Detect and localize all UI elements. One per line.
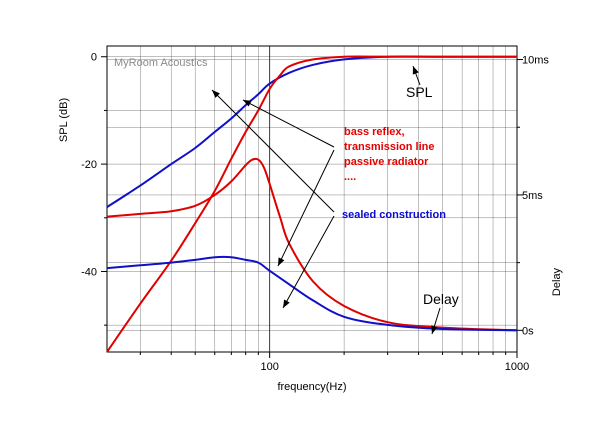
annotation-arrows [211, 65, 441, 335]
delay-tick-label: 0s [522, 325, 534, 337]
delay-axis-label: Delay [551, 267, 563, 296]
annotation-reflex-line-1: bass reflex, [344, 126, 405, 138]
spl-tick-labels: 0 -20 -40 [81, 52, 97, 279]
arrow-delay-head [431, 325, 438, 334]
delay-tick-labels: 0s 5ms 10ms [522, 55, 549, 338]
curve-spl_sealed [106, 55, 517, 208]
delay-tick-label: 10ms [522, 55, 549, 67]
annotation-spl: SPL [406, 84, 433, 100]
annotation-reflex-line-3: passive radiator [344, 156, 429, 168]
annotation-sealed: sealed construction [342, 209, 446, 221]
delay-tick-label: 5ms [522, 190, 543, 202]
arrow-reflex-delay [277, 149, 335, 267]
arrow-reflex-spl-head [243, 100, 252, 107]
plot-frame [106, 45, 518, 353]
spl-tick-label: 0 [91, 52, 97, 64]
arrow-spl-head [412, 66, 419, 75]
curve-delay_reflex [106, 157, 518, 332]
x-tick-labels: 100 1000 [260, 361, 529, 373]
grid-lines [107, 46, 518, 352]
curve-spl_reflex [106, 55, 517, 353]
annotation-delay: Delay [423, 291, 459, 307]
annotation-reflex-line-4: .... [344, 171, 356, 183]
curves [106, 55, 518, 353]
x-tick-label: 1000 [505, 361, 529, 373]
arrow-sealed-spl-head [212, 90, 220, 98]
arrow-sealed-spl [211, 89, 335, 213]
curve-delay_sealed [106, 255, 518, 332]
tick-marks [101, 56, 523, 358]
x-tick-label: 100 [260, 361, 278, 373]
arrow-sealed-delay-head [283, 299, 290, 308]
x-axis-label: frequency(Hz) [277, 381, 346, 393]
watermark: MyRoom Acoustics [114, 57, 208, 69]
arrow-reflex-delay-head [278, 257, 285, 266]
arrow-reflex-spl [242, 99, 335, 148]
spl-tick-label: -20 [81, 159, 97, 171]
arrow-sealed-delay [282, 215, 335, 309]
spl-tick-label: -40 [81, 266, 97, 278]
annotation-reflex-line-2: transmission line [344, 141, 434, 153]
spl-axis-label: SPL (dB) [58, 98, 70, 142]
